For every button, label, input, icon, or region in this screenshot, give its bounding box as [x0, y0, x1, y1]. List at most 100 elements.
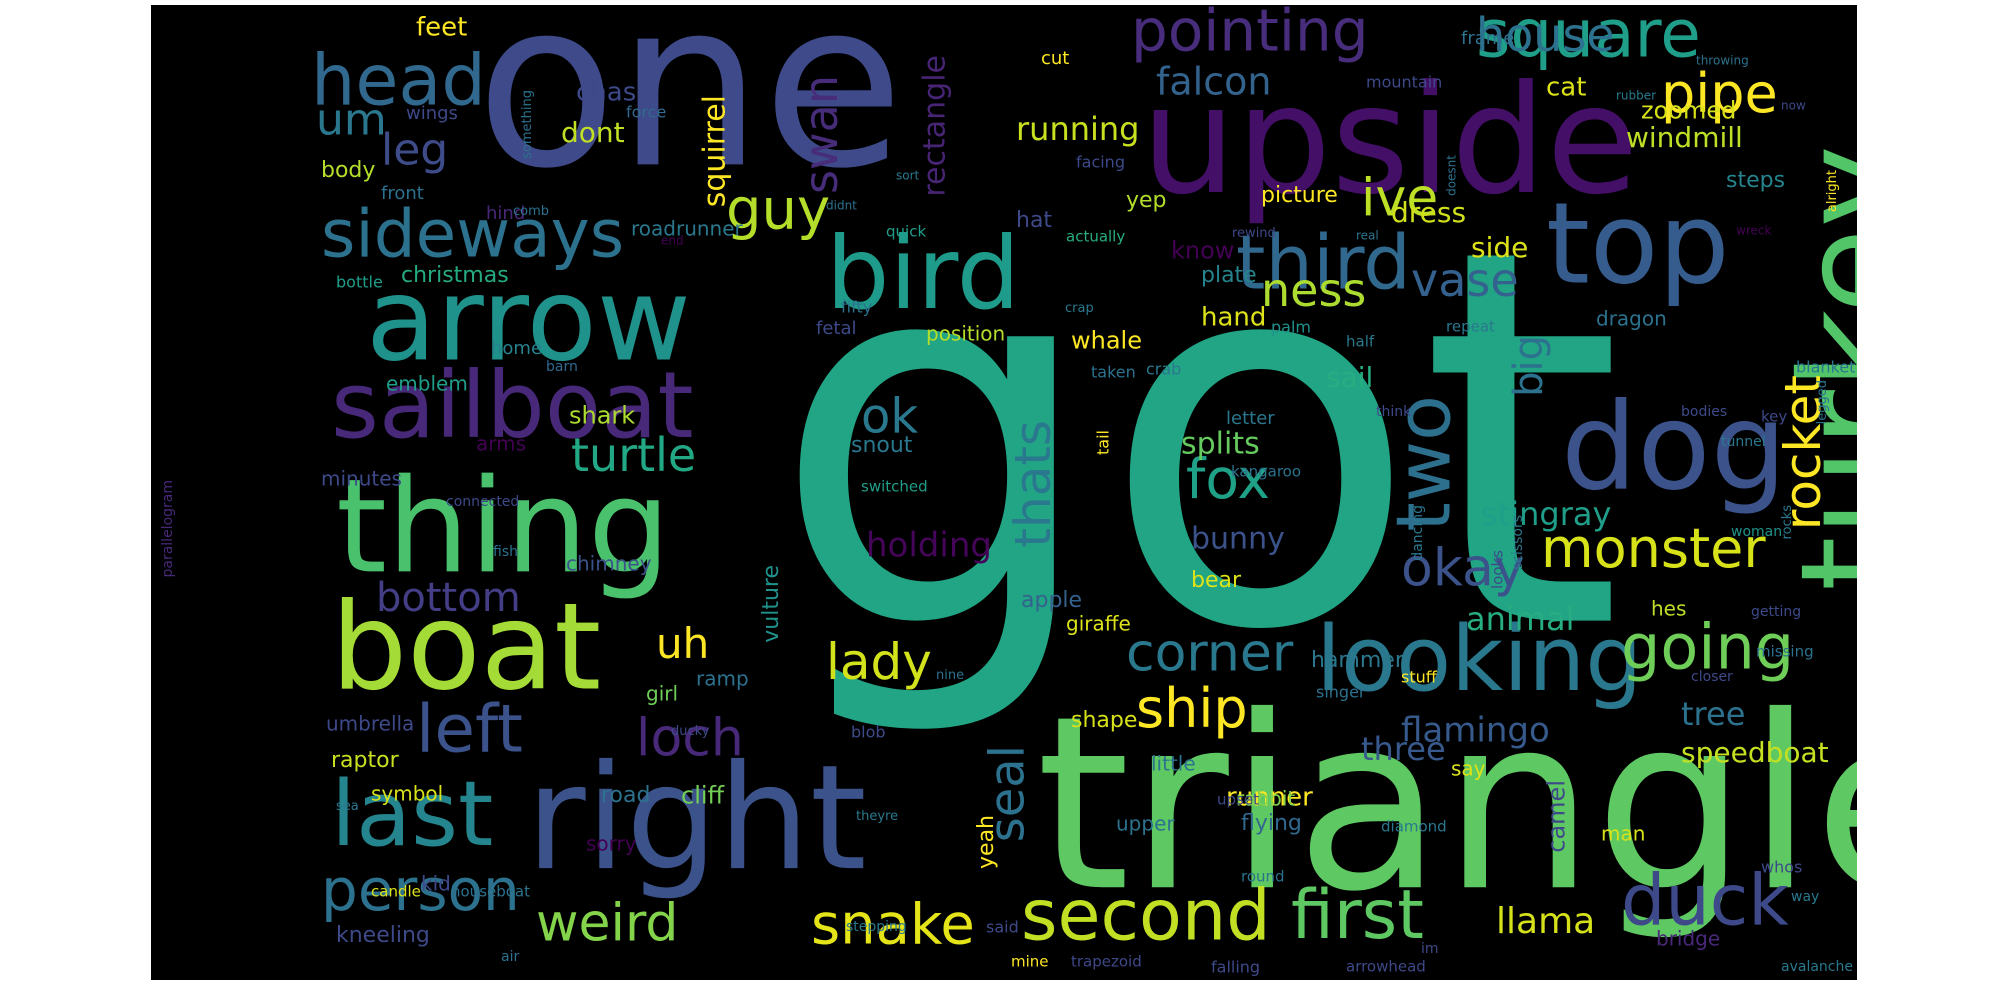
word-runner: runner	[1226, 782, 1313, 812]
word-say: say	[1451, 757, 1486, 781]
word-arms: arms	[476, 432, 526, 456]
word-scissors: scissors	[1510, 515, 1526, 570]
word-snout: snout	[851, 433, 913, 458]
word-man: man	[1601, 822, 1645, 846]
word-rabbit: rabbit	[1236, 787, 1295, 811]
word-first: first	[1291, 876, 1424, 955]
word-ship: ship	[1136, 677, 1248, 740]
word-closer: closer	[1691, 669, 1733, 685]
word-crab: crab	[1146, 359, 1181, 378]
word-switched: switched	[861, 478, 928, 496]
word-falling: falling	[1211, 957, 1260, 976]
word-fox: fox	[1186, 447, 1270, 511]
word-pointing: pointing	[1131, 5, 1369, 64]
word-vulture: vulture	[759, 565, 784, 643]
word-left: left	[416, 690, 523, 767]
word-rewind: rewind	[1232, 226, 1276, 241]
word-real: real	[1356, 228, 1379, 242]
word-know: know	[1171, 237, 1234, 265]
word-blob: blob	[851, 722, 886, 741]
word-turkey: turkey	[1771, 145, 1857, 591]
word-didnt: didnt	[826, 198, 857, 212]
word-throwing: throwing	[1696, 53, 1749, 67]
word-doesnt: doesnt	[1444, 155, 1458, 196]
word-tree: tree	[1681, 695, 1745, 733]
word-hand: hand	[1201, 302, 1266, 332]
word-woman: woman	[1731, 524, 1782, 540]
word-rectangle: rectangle	[917, 55, 952, 197]
word-two: two	[1380, 395, 1468, 532]
word-swan: swan	[794, 75, 848, 194]
word-monster: monster	[1541, 517, 1766, 580]
word-quick: quick	[886, 223, 926, 241]
word-holding: holding	[866, 526, 992, 566]
word-now: now	[1781, 98, 1806, 112]
word-windmill: windmill	[1626, 121, 1743, 154]
word-bridge: bridge	[1656, 927, 1720, 951]
word-bodies: bodies	[1681, 404, 1727, 420]
word-feet: feet	[416, 12, 467, 42]
word-getting: getting	[1751, 604, 1801, 620]
word-dog: dog	[1561, 379, 1787, 518]
word-square: square	[1476, 5, 1701, 72]
word-hat: hat	[1016, 208, 1052, 233]
word-chase: chase	[576, 77, 652, 107]
word-apple: apple	[1021, 588, 1082, 613]
word-kid: kid	[421, 872, 451, 896]
word-turtle: turtle	[571, 428, 696, 482]
word-kangaroo: kangaroo	[1231, 463, 1301, 481]
word-steps: steps	[1726, 168, 1785, 193]
word-shark: shark	[569, 402, 635, 430]
word-hind: hind	[486, 203, 525, 224]
word-mine: mine	[1011, 953, 1049, 971]
word-crap: crap	[1065, 301, 1094, 316]
word-position: position	[926, 322, 1005, 346]
word-end: end	[661, 233, 684, 247]
word-cut: cut	[1041, 48, 1069, 69]
word-hammer: hammer	[1311, 648, 1405, 673]
word-wreck: wreck	[1736, 223, 1771, 237]
word-one: one	[476, 5, 904, 219]
word-rocket: rocket	[1774, 375, 1832, 530]
word-singer: singer	[1316, 682, 1366, 701]
word-pipe: pipe	[1661, 62, 1778, 125]
word-bottle: bottle	[336, 272, 383, 291]
word-facing: facing	[1076, 152, 1125, 171]
word-cliff: cliff	[681, 782, 725, 810]
word-stingray: stingray	[1481, 495, 1611, 533]
word-upper: upper	[1116, 812, 1175, 836]
word-bottom: bottom	[376, 575, 521, 621]
word-roadrunner: roadrunner	[631, 217, 744, 241]
word-lady: lady	[826, 633, 932, 691]
word-dancing: dancing	[1410, 505, 1426, 561]
word-girl: girl	[646, 682, 678, 706]
word-yep: yep	[1126, 188, 1167, 213]
word-rubber: rubber	[1616, 88, 1656, 102]
word-trapezoid: trapezoid	[1071, 953, 1142, 971]
word-key: key	[1761, 408, 1787, 426]
word-splits: splits	[1181, 426, 1260, 461]
word-upset: upset	[1217, 791, 1259, 809]
word-squirrel: squirrel	[697, 95, 732, 207]
word-parallelogram: parallelogram	[160, 480, 176, 578]
word-blanket: blanket	[1796, 357, 1855, 376]
word-right: right	[526, 734, 867, 903]
word-ok: ok	[861, 388, 918, 444]
word-animal: animal	[1466, 600, 1574, 638]
word-whale: whale	[1071, 327, 1142, 355]
word-ramp: ramp	[696, 667, 749, 691]
word-big: big	[1506, 335, 1552, 397]
word-tunnel: tunnel	[1721, 434, 1766, 450]
word-corner: corner	[1126, 624, 1294, 684]
word-second: second	[1021, 875, 1271, 957]
word-seal: seal	[979, 745, 1035, 842]
word-yeah: yeah	[974, 815, 999, 869]
word-dress: dress	[1391, 196, 1466, 229]
word-zoomed: zoomed	[1641, 97, 1736, 125]
word-picture: picture	[1261, 183, 1338, 208]
word-arrow: arrow	[366, 254, 691, 388]
word-palm: palm	[1271, 317, 1311, 336]
word-sorry: sorry	[586, 832, 637, 856]
word-upside: upside	[1141, 54, 1639, 228]
